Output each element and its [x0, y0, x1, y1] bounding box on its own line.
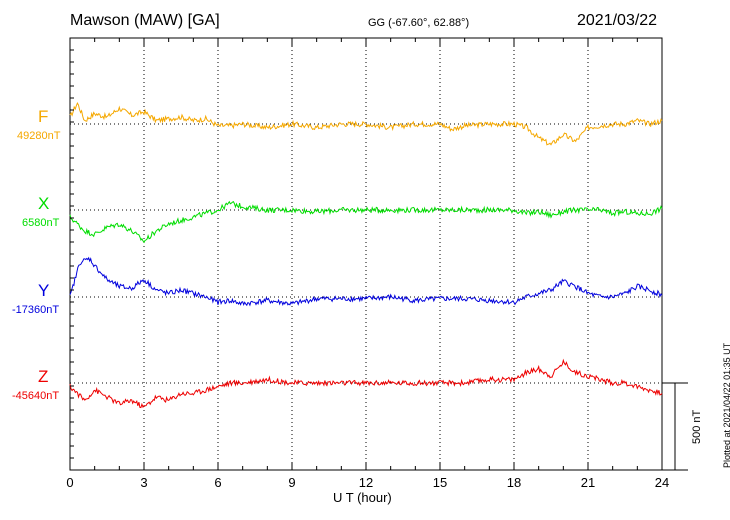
- x-axis-ticks: 0 3 6 9 12 15 18 21 24: [66, 38, 669, 490]
- x-tick-label-12: 12: [359, 475, 373, 490]
- channel-label-z: Z: [38, 367, 49, 386]
- channel-label-x: X: [38, 194, 50, 213]
- x-tick-label-9: 9: [288, 475, 295, 490]
- x-tick-label-0: 0: [66, 475, 73, 490]
- trace-y: [69, 256, 663, 307]
- vertical-gridlines: [143, 38, 589, 470]
- channel-label-f: F: [38, 107, 49, 126]
- x-tick-label-21: 21: [581, 475, 595, 490]
- channel-label-y: Y: [38, 281, 50, 300]
- station-coords: GG (-67.60°, 62.88°): [368, 17, 470, 29]
- channel-baseline-z: -45640nT: [12, 390, 60, 402]
- trace-f: [69, 101, 663, 146]
- x-tick-label-6: 6: [214, 475, 221, 490]
- x-tick-label-18: 18: [507, 475, 521, 490]
- trace-x: [69, 200, 663, 244]
- station-title: Mawson (MAW) [GA]: [70, 12, 220, 29]
- x-axis-label: U T (hour): [333, 490, 392, 505]
- channel-baseline-x: 6580nT: [22, 217, 60, 229]
- plotted-timestamp: Plotted at 2021/04/22 01:35 UT: [722, 342, 730, 468]
- x-tick-label-24: 24: [655, 475, 669, 490]
- x-tick-label-3: 3: [140, 475, 147, 490]
- x-tick-label-15: 15: [433, 475, 447, 490]
- plot-date: 2021/03/22: [577, 12, 658, 29]
- scale-bar: [662, 382, 688, 471]
- channel-traces: [69, 101, 663, 409]
- scale-bar-label: 500 nT: [691, 409, 703, 444]
- trace-z: [69, 358, 663, 409]
- channel-baseline-f: 49280nT: [17, 130, 61, 142]
- channel-baseline-y: -17360nT: [12, 304, 60, 316]
